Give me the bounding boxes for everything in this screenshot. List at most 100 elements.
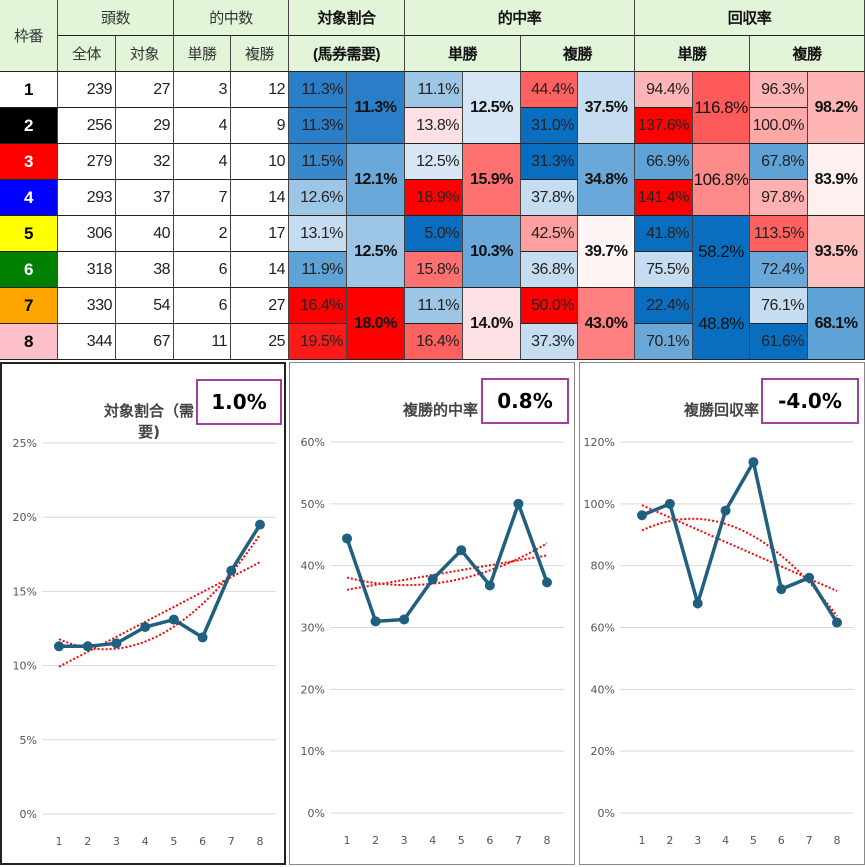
data-point xyxy=(255,519,265,530)
line-chart: 0% 10% 20% 30% 40% 50% 60% 1 2 3 4 5 6 7 8 xyxy=(301,436,564,847)
share-cell: 11.3% xyxy=(289,108,347,144)
taisho-count: 37 xyxy=(116,180,174,216)
fuku-ret-cell: 61.6% xyxy=(750,324,808,360)
x-tick-label: 8 xyxy=(834,834,841,847)
tan-ret-pair-avg: 106.8% xyxy=(693,144,750,216)
share-cell: 11.9% xyxy=(289,252,347,288)
data-point xyxy=(776,584,787,595)
y-tick-label: 40% xyxy=(301,560,325,573)
tan-ret-cell: 70.1% xyxy=(635,324,693,360)
tan-hit-count: 3 xyxy=(174,72,231,108)
fuku-hit-count: 9 xyxy=(231,108,289,144)
fuku-ret-cell: 113.5% xyxy=(750,216,808,252)
chart-panel: 複勝的中率 0.8% 0% 10% 20% 30% 40% 50% 60% 1 2 3 4 5 6 7 8 xyxy=(289,362,575,865)
x-tick-label: 7 xyxy=(228,835,235,848)
tan-ret-cell: 94.4% xyxy=(635,72,693,108)
x-tick-label: 6 xyxy=(486,834,493,847)
x-tick-label: 1 xyxy=(344,834,351,847)
fuku-ret-cell: 67.8% xyxy=(750,144,808,180)
data-point xyxy=(637,510,647,521)
zentai-count: 330 xyxy=(58,288,116,324)
data-point xyxy=(82,641,93,652)
x-tick-label: 2 xyxy=(666,834,673,847)
fuku-rate-cell: 50.0% xyxy=(521,288,578,324)
tan-ret-cell: 41.8% xyxy=(635,216,693,252)
tan-rate-cell: 13.8% xyxy=(405,108,463,144)
fuku-hit-count: 27 xyxy=(231,288,289,324)
y-tick-label: 0% xyxy=(20,808,37,821)
tan-ret-pair-avg: 116.8% xyxy=(693,72,750,144)
data-point xyxy=(513,498,524,509)
data-point xyxy=(748,457,759,468)
header-kaishu-fuku: 複勝 xyxy=(750,36,865,72)
tan-ret-cell: 22.4% xyxy=(635,288,693,324)
data-point xyxy=(168,614,179,625)
zentai-count: 318 xyxy=(58,252,116,288)
data-point xyxy=(484,580,495,591)
y-tick-label: 60% xyxy=(301,436,325,449)
y-tick-label: 5% xyxy=(20,734,37,747)
zentai-count: 293 xyxy=(58,180,116,216)
x-tick-label: 1 xyxy=(56,835,63,848)
x-tick-label: 5 xyxy=(170,835,177,848)
fuku-hit-count: 17 xyxy=(231,216,289,252)
fuku-ret-cell: 97.8% xyxy=(750,180,808,216)
line-chart: 0% 5% 10% 15% 20% 25% 1 2 3 4 5 6 7 8 xyxy=(13,437,276,848)
fuku-rate-pair-avg: 34.8% xyxy=(578,144,635,216)
fuku-ret-cell: 96.3% xyxy=(750,72,808,108)
data-point xyxy=(399,614,410,625)
chart-panel: 複勝回収率 -4.0% 0% 20% 40% 60% 80% 100% 120% 1 2 3 4 5 6 7 8 xyxy=(579,362,865,865)
header-tekichu-tan: 単勝 xyxy=(405,36,521,72)
x-tick-label: 8 xyxy=(544,834,551,847)
x-tick-label: 6 xyxy=(778,834,785,847)
data-point xyxy=(226,565,237,576)
chart-panel: 対象割合（需要) 1.0% 0% 5% 10% 15% 20% 25% 1 2 3 4 5 6 7 8 xyxy=(0,362,286,865)
tan-rate-cell: 16.4% xyxy=(405,324,463,360)
y-tick-label: 15% xyxy=(13,585,37,598)
fuku-hit-count: 14 xyxy=(231,252,289,288)
tan-rate-cell: 18.9% xyxy=(405,180,463,216)
fuku-ret-pair-avg: 83.9% xyxy=(808,144,865,216)
y-tick-label: 10% xyxy=(301,745,325,758)
fuku-ret-cell: 76.1% xyxy=(750,288,808,324)
taisho-count: 67 xyxy=(116,324,174,360)
header-fuku-hit: 複勝 xyxy=(231,36,289,72)
fuku-ret-cell: 100.0% xyxy=(750,108,808,144)
tan-ret-cell: 141.4% xyxy=(635,180,693,216)
tan-rate-cell: 5.0% xyxy=(405,216,463,252)
y-tick-label: 20% xyxy=(301,683,325,696)
series-line xyxy=(641,457,839,624)
x-tick-label: 7 xyxy=(806,834,813,847)
x-tick-label: 1 xyxy=(639,834,646,847)
fuku-rate-cell: 44.4% xyxy=(521,72,578,108)
tan-hit-count: 2 xyxy=(174,216,231,252)
data-point xyxy=(370,616,381,627)
x-tick-label: 5 xyxy=(458,834,465,847)
waku-number: 1 xyxy=(0,72,58,108)
fuku-ret-pair-avg: 98.2% xyxy=(808,72,865,144)
waku-number: 2 xyxy=(0,108,58,144)
tan-hit-count: 6 xyxy=(174,288,231,324)
share-pair-avg: 12.1% xyxy=(347,144,405,216)
fuku-rate-cell: 37.3% xyxy=(521,324,578,360)
tan-rate-pair-avg: 12.5% xyxy=(463,72,521,144)
waku-number: 3 xyxy=(0,144,58,180)
tan-rate-pair-avg: 14.0% xyxy=(463,288,521,360)
fuku-ret-pair-avg: 93.5% xyxy=(808,216,865,288)
x-tick-label: 8 xyxy=(257,835,264,848)
header-baken-juyo: (馬券需要) xyxy=(289,36,405,72)
tan-ret-cell: 137.6% xyxy=(635,108,693,144)
tan-rate-cell: 11.1% xyxy=(405,72,463,108)
share-cell: 11.5% xyxy=(289,144,347,180)
data-point xyxy=(140,622,151,633)
tan-rate-pair-avg: 15.9% xyxy=(463,144,521,216)
tan-ret-cell: 75.5% xyxy=(635,252,693,288)
tan-rate-cell: 15.8% xyxy=(405,252,463,288)
data-point xyxy=(804,572,815,583)
y-tick-label: 80% xyxy=(591,560,615,573)
tan-ret-cell: 66.9% xyxy=(635,144,693,180)
y-tick-label: 20% xyxy=(13,511,37,524)
zentai-count: 344 xyxy=(58,324,116,360)
fuku-hit-count: 14 xyxy=(231,180,289,216)
header-tekichu-ritsu: 的中率 xyxy=(405,0,635,36)
